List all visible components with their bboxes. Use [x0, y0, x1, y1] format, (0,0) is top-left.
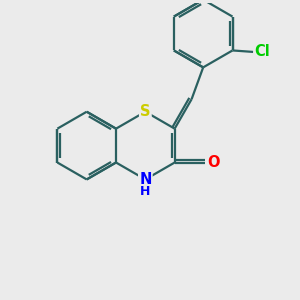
Text: S: S — [140, 104, 151, 119]
Text: H: H — [140, 185, 151, 198]
Text: Cl: Cl — [255, 44, 270, 59]
Text: N: N — [139, 172, 152, 187]
Text: O: O — [207, 155, 220, 170]
